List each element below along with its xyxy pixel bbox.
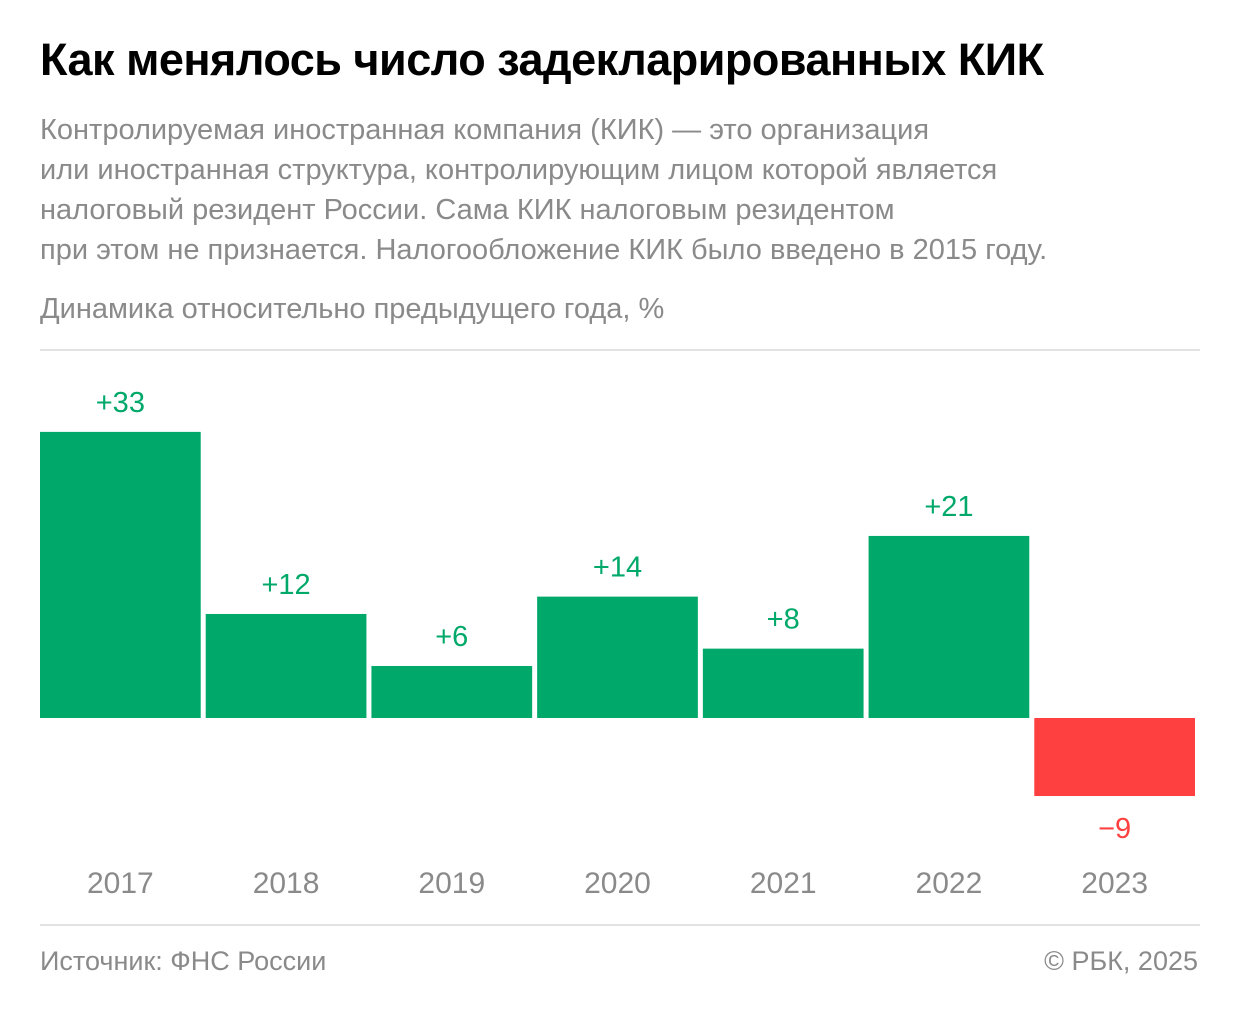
x-tick-label: 2023	[1081, 867, 1148, 900]
x-tick-label: 2020	[584, 867, 651, 900]
x-tick-label: 2021	[750, 867, 817, 900]
bar-2017	[40, 431, 201, 718]
intro-text: Контролируемая иностранная компания (КИК…	[40, 110, 1210, 270]
bottom-divider	[40, 924, 1200, 926]
value-label: +14	[593, 552, 642, 584]
value-label: +8	[767, 604, 800, 636]
bar-2019	[371, 665, 533, 718]
top-divider	[40, 349, 1200, 351]
bar-2022	[868, 535, 1030, 718]
value-label: +12	[261, 569, 310, 601]
x-tick-label: 2018	[253, 867, 320, 900]
intro-line: Контролируемая иностранная компания (КИК…	[40, 114, 930, 146]
intro-line: налоговый резидент России. Сама КИК нало…	[40, 194, 895, 226]
x-tick-label: 2017	[87, 867, 154, 900]
bar-2023	[1034, 718, 1195, 797]
bar-2018	[205, 613, 367, 718]
value-label: −9	[1098, 813, 1131, 845]
bar-2020	[537, 596, 698, 718]
source-label: Источник: ФНС России	[40, 946, 327, 976]
x-tick-label: 2022	[916, 867, 983, 900]
chart-subtitle: Динамика относительно предыдущего года, …	[40, 293, 665, 325]
intro-line: или иностранная структура, контролирующи…	[40, 154, 998, 186]
copyright-label: © РБК, 2025	[1044, 946, 1198, 976]
value-label: +6	[435, 621, 468, 653]
chart-title: Как менялось число задекларированных КИК	[40, 34, 1044, 85]
value-label: +33	[96, 387, 145, 419]
intro-line: при этом не признается. Налогообложение …	[40, 234, 1048, 266]
value-label: +21	[924, 491, 973, 523]
x-tick-label: 2019	[418, 867, 485, 900]
bar-2021	[702, 648, 864, 718]
